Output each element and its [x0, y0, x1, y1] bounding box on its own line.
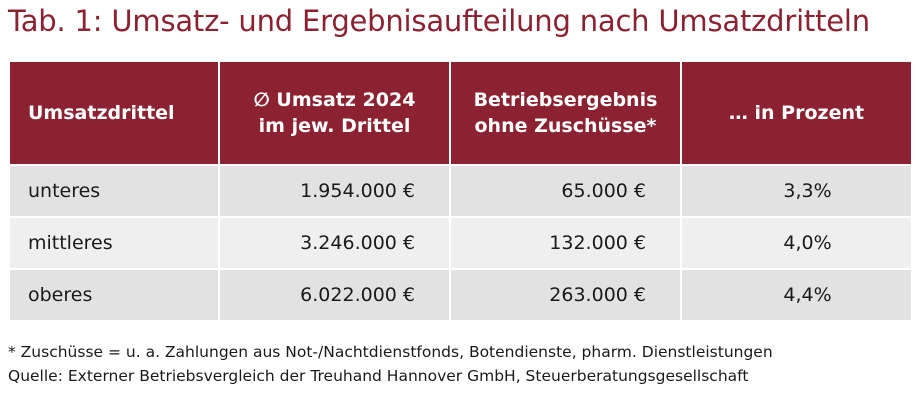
- cell-ergebnis: 263.000 €: [451, 270, 680, 320]
- table-row: unteres 1.954.000 € 65.000 € 3,3%: [10, 166, 911, 216]
- revenue-table: Umsatzdrittel ∅ Umsatz 2024 im jew. Drit…: [8, 60, 913, 322]
- header-betriebsergebnis-line1: Betriebsergebnis: [473, 89, 658, 111]
- header-umsatz: ∅ Umsatz 2024 im jew. Drittel: [220, 62, 449, 164]
- header-umsatzdrittel-label: Umsatzdrittel: [28, 102, 175, 124]
- header-prozent-label: … in Prozent: [728, 102, 865, 124]
- table-row: mittleres 3.246.000 € 132.000 € 4,0%: [10, 218, 911, 268]
- cell-ergebnis: 65.000 €: [451, 166, 680, 216]
- cell-umsatz: 3.246.000 €: [220, 218, 449, 268]
- header-betriebsergebnis: Betriebsergebnis ohne Zuschüsse*: [451, 62, 680, 164]
- cell-umsatz: 1.954.000 €: [220, 166, 449, 216]
- cell-ergebnis: 132.000 €: [451, 218, 680, 268]
- cell-prozent: 4,0%: [682, 218, 911, 268]
- header-betriebsergebnis-line2: ohne Zuschüsse*: [474, 115, 657, 137]
- footnotes: * Zuschüsse = u. a. Zahlungen aus Not-/N…: [8, 340, 773, 388]
- cell-drittel: mittleres: [10, 218, 218, 268]
- table-row: oberes 6.022.000 € 263.000 € 4,4%: [10, 270, 911, 320]
- table-header-row: Umsatzdrittel ∅ Umsatz 2024 im jew. Drit…: [10, 62, 911, 164]
- header-umsatz-line1: ∅ Umsatz 2024: [253, 89, 416, 111]
- cell-prozent: 4,4%: [682, 270, 911, 320]
- table-title: Tab. 1: Umsatz- und Ergebnisaufteilung n…: [8, 4, 870, 38]
- footnote-zuschuesse: * Zuschüsse = u. a. Zahlungen aus Not-/N…: [8, 343, 773, 361]
- cell-drittel: unteres: [10, 166, 218, 216]
- cell-drittel: oberes: [10, 270, 218, 320]
- footnote-quelle: Quelle: Externer Betriebsvergleich der T…: [8, 367, 749, 385]
- header-prozent: … in Prozent: [682, 62, 911, 164]
- cell-prozent: 3,3%: [682, 166, 911, 216]
- header-umsatzdrittel: Umsatzdrittel: [10, 62, 218, 164]
- header-umsatz-line2: im jew. Drittel: [258, 115, 411, 137]
- cell-umsatz: 6.022.000 €: [220, 270, 449, 320]
